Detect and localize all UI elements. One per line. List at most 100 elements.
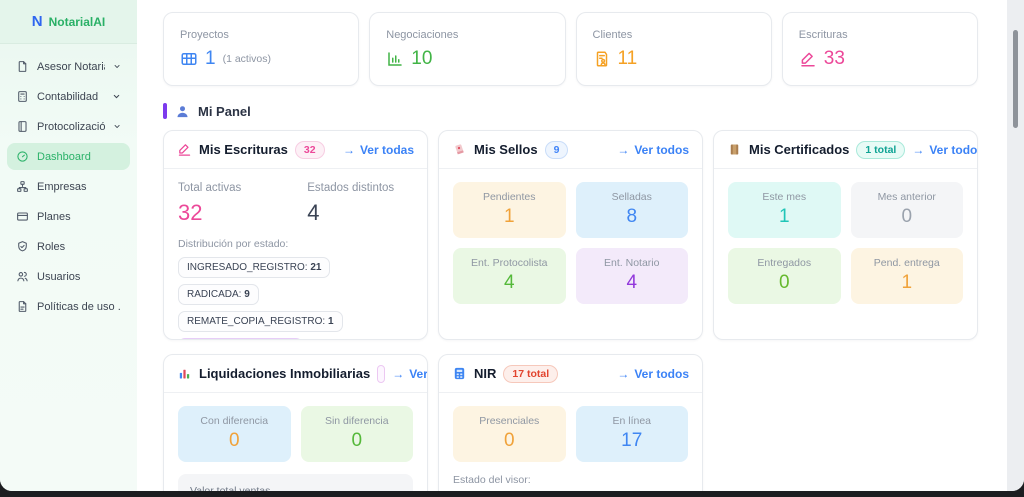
stat-estados-distintos: Estados distintos 4 xyxy=(307,182,395,225)
valor-total-ventas-tile: Valor total ventas xyxy=(178,474,413,491)
certificate-icon xyxy=(730,144,739,155)
card-mis-certificados: Mis Certificados 1 total →Ver todos Este… xyxy=(713,130,978,340)
sidebar-item-label: Políticas de uso ... xyxy=(37,300,121,313)
stat-label: Clientes xyxy=(592,28,633,41)
ver-todas-link[interactable]: →Ver todas xyxy=(342,142,414,157)
card-nir: NIR 17 total → Ver todos Presenciales 0 E… xyxy=(438,354,703,491)
count-badge: 17 total xyxy=(503,364,559,383)
sitemap-icon xyxy=(17,181,28,192)
card-title: Liquidaciones Inmobiliarias xyxy=(199,366,371,381)
sidebar-item-label: Planes xyxy=(37,210,71,223)
notebook-icon xyxy=(18,121,27,132)
card-liquidaciones: Liquidaciones Inmobiliarias →Ver todas C… xyxy=(163,354,428,491)
arrow-right-icon: → xyxy=(342,142,355,157)
stat-label: Proyectos xyxy=(180,28,229,41)
section-accent-bar xyxy=(163,103,167,119)
tile-mes-anterior: Mes anterior 0 xyxy=(850,182,963,238)
section-header: Mi Panel xyxy=(163,103,978,119)
stat-total-activas: Total activas 32 xyxy=(178,182,242,225)
calculator-blue-icon xyxy=(454,367,465,380)
stat-card-proyectos: Proyectos 1 (1 activos) xyxy=(163,12,360,86)
app-name: NotarialAI xyxy=(48,14,106,29)
chart-bars-icon xyxy=(179,369,190,379)
stat-card-negociaciones: Negociaciones 10 xyxy=(369,12,566,86)
status-chip: Firmada (Otorgantes): 1 xyxy=(178,338,303,339)
stat-extra: (1 activos) xyxy=(222,52,272,65)
tile-selladas: Selladas 8 xyxy=(575,182,688,238)
logo-mark-icon: N xyxy=(31,13,43,30)
status-chip: REMATE_COPIA_REGISTRO: 1 xyxy=(178,311,343,332)
card-mis-escrituras: Mis Escrituras 32 → Ver todas Total activ… xyxy=(163,130,428,340)
tile-pendientes: Pendientes 1 xyxy=(453,182,566,238)
pen-icon xyxy=(178,144,191,156)
sidebar-item-empresas[interactable]: Empresas xyxy=(7,173,130,200)
tile-presenciales: Presenciales 0 xyxy=(453,406,566,462)
sidebar-item-contabilidad[interactable]: Contabilidad xyxy=(7,83,130,110)
panel-cards-row-1: Mis Escrituras 32 → Ver todas Total activ… xyxy=(163,130,978,340)
app-logo[interactable]: N NotarialAI xyxy=(0,0,137,44)
ver-todas-link[interactable]: →Ver todas xyxy=(392,366,428,381)
chevron-down-icon xyxy=(114,65,120,69)
stat-value: 10 xyxy=(411,47,433,69)
stat-label: Escrituras xyxy=(798,28,848,41)
document-icon xyxy=(18,301,27,312)
pen-icon xyxy=(801,52,815,66)
arrow-right-icon: → xyxy=(617,142,630,157)
status-chips: INGRESADO_REGISTRO: 21 RADICADA: 9 REMAT… xyxy=(178,257,413,339)
card-title: Mis Escrituras xyxy=(199,142,288,157)
arrow-right-icon: → xyxy=(617,366,630,381)
stamp-icon xyxy=(455,144,464,155)
card-title: Mis Certificados xyxy=(749,142,850,157)
stat-card-escrituras: Escrituras 33 xyxy=(781,12,978,86)
tile-ent-notario: Ent. Notario 4 xyxy=(575,248,688,304)
distribution-label: Distribución por estado: xyxy=(178,238,289,250)
sidebar-item-politicas[interactable]: Políticas de uso ... xyxy=(7,293,130,320)
gauge-icon xyxy=(17,151,28,162)
count-badge: 9 xyxy=(544,140,569,159)
sidebar-item-label: Dashboard xyxy=(37,150,91,163)
credit-card-icon xyxy=(17,212,28,221)
status-chip: INGRESADO_REGISTRO: 21 xyxy=(178,257,331,278)
tile-ent-protocolista: Ent. Protocolista 4 xyxy=(453,248,566,304)
sidebar-item-dashboard[interactable]: Dashboard xyxy=(7,143,130,170)
ver-todos-link[interactable]: →Ver todos xyxy=(617,142,689,157)
sidebar-item-label: Contabilidad xyxy=(37,90,99,103)
main-content: Proyectos 1 (1 activos) Negociaciones 10… xyxy=(137,0,1024,491)
stat-value: 11 xyxy=(617,47,638,69)
scrollbar-thumb[interactable] xyxy=(1013,30,1018,128)
shield-check-icon xyxy=(18,241,27,252)
tile-con-diferencia: Con diferencia 0 xyxy=(178,406,291,462)
ver-todos-link[interactable]: →Ver todos xyxy=(617,366,689,381)
sidebar: N NotarialAI Asesor Notarial Contabilida… xyxy=(0,0,137,491)
stat-label: Negociaciones xyxy=(386,28,459,41)
card-title: NIR xyxy=(474,366,497,381)
sidebar-item-label: Empresas xyxy=(37,180,87,193)
file-icon xyxy=(18,61,27,72)
ver-todos-link[interactable]: →Ver todos xyxy=(912,142,978,157)
sidebar-item-roles[interactable]: Roles xyxy=(7,233,130,260)
table-grid-icon xyxy=(181,52,197,65)
tile-en-linea: En línea 17 xyxy=(575,406,688,462)
tile-entregados: Entregados 0 xyxy=(728,248,841,304)
user-icon xyxy=(177,105,188,117)
chevron-down-icon xyxy=(114,125,120,129)
users-icon xyxy=(17,271,28,282)
sidebar-item-asesor-notarial[interactable]: Asesor Notarial xyxy=(7,53,130,80)
clipped-badge xyxy=(377,364,386,383)
card-title: Mis Sellos xyxy=(474,142,538,157)
sidebar-item-protocolizacion[interactable]: Protocolización xyxy=(7,113,130,140)
arrow-right-icon: → xyxy=(912,142,925,157)
sidebar-item-planes[interactable]: Planes xyxy=(7,203,130,230)
arrow-right-icon: → xyxy=(392,366,405,381)
sidebar-item-usuarios[interactable]: Usuarios xyxy=(7,263,130,290)
count-badge: 32 xyxy=(294,140,325,159)
scrollbar-track[interactable] xyxy=(1007,0,1024,491)
sidebar-nav: Asesor Notarial Contabilidad Protocoliza… xyxy=(0,44,137,332)
tile-sin-diferencia: Sin diferencia 0 xyxy=(300,406,413,462)
client-doc-icon xyxy=(596,51,607,66)
estado-del-visor-label: Estado del visor: xyxy=(453,474,531,486)
tile-pend-entrega: Pend. entrega 1 xyxy=(850,248,963,304)
stat-card-clientes: Clientes 11 xyxy=(575,12,772,86)
panel-cards-row-2: Liquidaciones Inmobiliarias →Ver todas C… xyxy=(163,354,978,491)
